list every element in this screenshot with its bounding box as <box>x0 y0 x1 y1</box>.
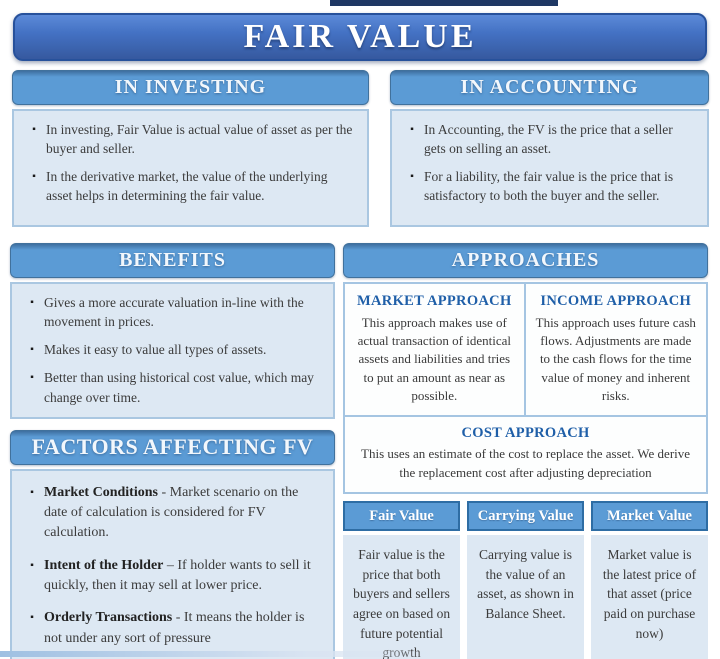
in-investing-body: ▪ In investing, Fair Value is actual val… <box>12 109 369 227</box>
factor-text: - It means the holder is not under any s… <box>44 610 305 646</box>
bottom-edge-strip <box>0 651 440 657</box>
bullet-icon: ▪ <box>32 171 36 183</box>
bullet-text: For a liability, the fair value is the p… <box>424 169 674 204</box>
page-title: FAIR VALUE <box>243 18 477 55</box>
bullet-text: In Accounting, the FV is the price that … <box>424 122 673 157</box>
bullet-icon: ▪ <box>32 124 36 135</box>
title-bar: FAIR VALUE <box>13 13 707 61</box>
list-item: ▪ Intent of the Holder – If holder wants… <box>20 556 321 597</box>
in-investing-header: IN INVESTING <box>12 70 369 105</box>
in-accounting-body: ▪ In Accounting, the FV is the price tha… <box>390 109 709 227</box>
section-factors: FACTORS AFFECTING FV ▪ Market Conditions… <box>10 429 336 659</box>
list-item: ▪ In investing, Fair Value is actual val… <box>22 120 355 158</box>
bullet-text: Makes it easy to value all types of asse… <box>44 342 267 358</box>
benefits-header: BENEFITS <box>10 243 336 278</box>
market-approach-cell: MARKET APPROACH This approach makes use … <box>345 284 526 415</box>
bullet-icon: ▪ <box>30 612 34 624</box>
factors-header: FACTORS AFFECTING FV <box>10 429 336 465</box>
in-accounting-header: IN ACCOUNTING <box>390 70 709 105</box>
row-investing-accounting: IN INVESTING ▪ In investing, Fair Value … <box>12 70 709 227</box>
table-cell-carrying-value: Carrying value is the value of an asset,… <box>467 535 585 659</box>
benefits-header-label: BENEFITS <box>119 249 226 271</box>
table-header-market-value: Market Value <box>591 501 708 532</box>
cost-approach-cell: COST APPROACH This uses an estimate of t… <box>345 414 706 492</box>
benefits-body: ▪ Gives a more accurate valuation in-lin… <box>10 282 336 419</box>
bullet-text: Better than using historical cost value,… <box>44 370 314 405</box>
factors-body: ▪ Market Conditions - Market scenario on… <box>10 468 336 659</box>
section-in-accounting: IN ACCOUNTING ▪ In Accounting, the FV is… <box>390 70 709 227</box>
approaches-grid: MARKET APPROACH This approach makes use … <box>343 282 708 495</box>
in-accounting-header-label: IN ACCOUNTING <box>460 76 639 98</box>
bullet-icon: ▪ <box>30 559 34 571</box>
list-item: ▪ For a liability, the fair value is the… <box>400 167 695 205</box>
bullet-text: Intent of the Holder – If holder wants t… <box>44 556 321 597</box>
bullet-text: Orderly Transactions - It means the hold… <box>44 608 321 649</box>
factor-term: Orderly Transactions <box>44 610 173 626</box>
factor-term: Intent of the Holder <box>44 557 164 573</box>
section-benefits: BENEFITS ▪ Gives a more accurate valuati… <box>10 243 336 419</box>
table-cell-market-value: Market value is the latest price of that… <box>591 535 708 659</box>
factor-text: - Market scenario on the date of calcula… <box>44 484 299 541</box>
factors-header-label: FACTORS AFFECTING FV <box>31 434 314 460</box>
table-header-carrying-value: Carrying Value <box>467 501 585 532</box>
bullet-text: Gives a more accurate valuation in-line … <box>44 295 304 330</box>
list-item: ▪ In Accounting, the FV is the price tha… <box>400 120 695 158</box>
bullet-text: In investing, Fair Value is actual value… <box>46 122 353 157</box>
bullet-text: In the derivative market, the value of t… <box>46 169 328 204</box>
list-item: ▪ Better than using historical cost valu… <box>20 368 321 406</box>
table-cell-fair-value: Fair value is the price that both buyers… <box>343 535 461 659</box>
comparison-table: Fair Value Carrying Value Market Value F… <box>343 501 708 659</box>
list-item: ▪ In the derivative market, the value of… <box>22 167 355 205</box>
right-column: APPROACHES MARKET APPROACH This approach… <box>343 243 708 659</box>
left-column: BENEFITS ▪ Gives a more accurate valuati… <box>10 243 336 659</box>
in-investing-header-label: IN INVESTING <box>114 76 267 98</box>
income-approach-title: INCOME APPROACH <box>540 293 692 309</box>
market-approach-text: This approach makes use of actual transa… <box>357 314 511 404</box>
list-item: ▪ Gives a more accurate valuation in-lin… <box>20 293 321 331</box>
section-approaches: APPROACHES MARKET APPROACH This approach… <box>343 243 708 495</box>
factor-text: – If holder wants to sell it quickly, th… <box>44 557 311 593</box>
list-item: ▪ Makes it easy to value all types of as… <box>20 340 321 359</box>
bullet-icon: ▪ <box>410 171 414 183</box>
bullet-icon: ▪ <box>30 344 34 356</box>
bullet-text: Market Conditions - Market scenario on t… <box>44 483 321 544</box>
list-item: ▪ Orderly Transactions - It means the ho… <box>20 608 321 649</box>
income-approach-text: This approach uses future cash flows. Ad… <box>535 314 696 404</box>
row-lower: BENEFITS ▪ Gives a more accurate valuati… <box>10 243 708 659</box>
cost-approach-text: This uses an estimate of the cost to rep… <box>361 446 691 480</box>
section-in-investing: IN INVESTING ▪ In investing, Fair Value … <box>12 70 369 227</box>
market-approach-title: MARKET APPROACH <box>357 293 512 309</box>
factor-term: Market Conditions <box>44 484 158 500</box>
approaches-header: APPROACHES <box>343 243 708 278</box>
list-item: ▪ Market Conditions - Market scenario on… <box>20 483 321 544</box>
approaches-header-label: APPROACHES <box>451 249 600 271</box>
table-header-fair-value: Fair Value <box>343 501 461 532</box>
bullet-icon: ▪ <box>30 486 34 498</box>
bullet-icon: ▪ <box>410 124 414 135</box>
bullet-icon: ▪ <box>30 372 34 384</box>
top-edge-strip <box>330 0 558 6</box>
income-approach-cell: INCOME APPROACH This approach uses futur… <box>526 284 706 415</box>
bullet-icon: ▪ <box>30 297 34 308</box>
cost-approach-title: COST APPROACH <box>461 424 590 441</box>
